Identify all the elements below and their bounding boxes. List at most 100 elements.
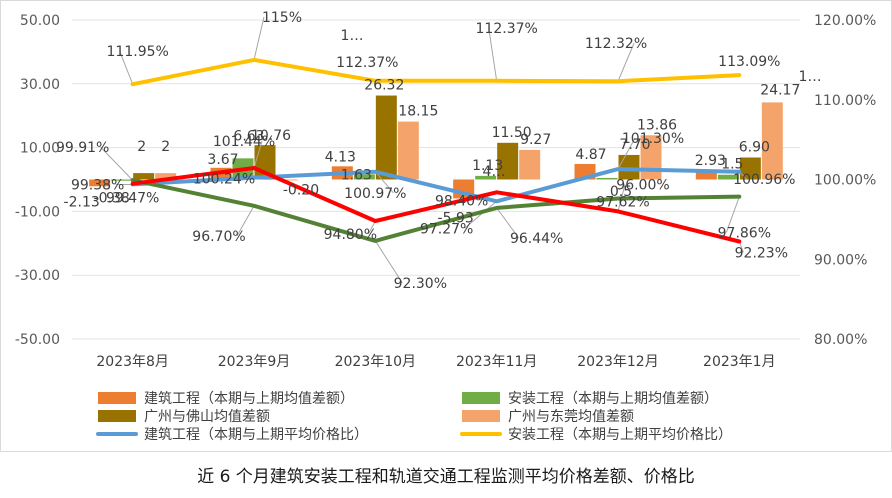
bar-label-s2-1: -0.38 (94, 191, 130, 207)
line-series-2 (130, 57, 742, 87)
legend-label-6: 安装工程（本期与上期平均价格比） (508, 427, 732, 443)
bar-s4-2 (276, 179, 298, 181)
line-label-s1-5: 101.30% (622, 131, 684, 147)
bar-s2-6 (717, 174, 739, 180)
y-left-tick-label: -10.00 (15, 204, 60, 220)
y-right-tick-label: 110.00% (814, 93, 876, 109)
line-label-s3-6: 97.86% (718, 226, 771, 242)
bar-label-s1-2: 3.67 (207, 152, 238, 168)
bar-label-s4-4: 9.27 (520, 132, 551, 148)
y-left-tick-label: -50.00 (15, 332, 60, 348)
leader-line (374, 240, 403, 284)
line-label-s1-3: 100.97% (344, 186, 406, 202)
x-category-label: 2023年9月 (218, 354, 291, 370)
y-right-tick-label: 80.00% (814, 332, 867, 348)
bar-s1-1 (89, 179, 111, 187)
bar-label-s1-1: -2.13 (64, 194, 100, 210)
truncated-label: 4… (483, 164, 506, 180)
bar-label-s2-3: 1.63 (341, 167, 372, 183)
legend-swatch-1 (98, 392, 136, 404)
line-label-s2-2: 115% (262, 10, 302, 26)
bar-label-s4-1: 2 (161, 139, 170, 155)
leader-line (617, 137, 636, 170)
line-label-s2-3: 112.37% (336, 55, 398, 71)
leader-line (236, 205, 255, 237)
bar-label-s3-5: 7.70 (619, 137, 650, 153)
legend-label-3: 广州与佛山均值差额 (144, 409, 270, 425)
bar-s4-3 (397, 121, 419, 180)
y-right-tick-label: 100.00% (814, 173, 876, 189)
bar-label-s4-6: 24.17 (760, 82, 800, 98)
line-label-s2-5: 112.32% (585, 36, 647, 52)
line-series-1 (130, 167, 742, 204)
bar-label-s4-3: 18.15 (398, 104, 438, 120)
bar-s4-6 (761, 102, 783, 180)
bar-label-s1-6: 2.93 (695, 153, 726, 169)
y-left-tick-label: 30.00 (20, 77, 60, 93)
bar-label-s2-4: 1.13 (472, 158, 503, 174)
legend-label-5: 建筑工程（本期与上期平均价格比） (144, 427, 368, 443)
line-label-s2-6: 113.09% (718, 54, 780, 70)
line-label-s3-3: 92.30% (394, 276, 447, 292)
chart-title: 近 6 个月建筑安装工程和轨道交通工程监测平均价格差额、价格比 (197, 467, 695, 487)
line-label-s4-3: 94.80% (324, 227, 377, 243)
legend-swatch-4 (462, 410, 500, 422)
line-label-s4-5: 96.00% (616, 177, 669, 193)
leader-line (617, 43, 635, 82)
truncated-label: 1… (341, 28, 364, 44)
bar-s3-3 (375, 95, 397, 180)
leader-line (488, 27, 498, 81)
leader-line (253, 16, 265, 60)
leader-line (725, 196, 740, 233)
bar-label-s1-5: 4.87 (575, 147, 606, 163)
line-label-s4-2: 101.44% (213, 134, 275, 150)
bar-label-s3-6: 6.90 (739, 139, 770, 155)
line-label-s3-4: 96.44% (510, 231, 563, 247)
x-category-label: 2023年10月 (335, 354, 416, 370)
bar-s2-3 (353, 174, 375, 180)
x-category-label: 2023年12月 (577, 354, 658, 370)
line-label-s4-1: 99.47% (106, 191, 159, 207)
line-label-s2-1: 111.95% (107, 44, 169, 60)
bar-s2-4 (475, 175, 497, 180)
x-category-label: 2023年11月 (456, 354, 537, 370)
y-left-tick-label: -30.00 (15, 268, 60, 284)
leader-line (367, 220, 376, 235)
legend-swatch-2 (462, 392, 500, 404)
bar-label-s4-2: -0.20 (283, 183, 319, 199)
legend-label-1: 建筑工程（本期与上期均值差额） (144, 391, 354, 407)
bar-label-s1-4: -5.93 (438, 210, 474, 226)
bar-s3-4 (497, 142, 519, 180)
bar-s3-5 (618, 154, 640, 180)
line-label-s4-4: 98.40% (435, 193, 488, 209)
line-series-3 (130, 178, 742, 243)
x-category-label: 2023年1月 (703, 354, 776, 370)
bar-s3-6 (739, 157, 761, 180)
leader-line (464, 200, 497, 229)
y-left-tick-label: 50.00 (20, 13, 60, 29)
leader-line (100, 146, 134, 181)
bar-label-s3-1: 2 (137, 139, 146, 155)
bar-s1-6 (695, 170, 717, 180)
bar-label-s4-5: 13.86 (637, 117, 677, 133)
bar-label-s3-3: 26.32 (364, 78, 404, 94)
y-left-tick-label: 10.00 (20, 141, 60, 157)
line-label-s1-6: 100.96% (733, 172, 795, 188)
bar-s3-1 (133, 173, 155, 180)
bar-label-s3-2: 10.76 (251, 128, 291, 144)
line-series-4 (130, 166, 742, 244)
bar-label-s1-3: 4.13 (325, 149, 356, 165)
bar-label-s3-4: 11.50 (492, 125, 532, 141)
bar-s4-4 (519, 149, 541, 180)
bar-label-s2-5: 0.5 (610, 184, 632, 200)
x-category-label: 2023年8月 (96, 354, 169, 370)
bar-label-s2-6: 1.5 (721, 157, 743, 173)
leader-line (253, 140, 263, 169)
y-right-tick-label: 90.00% (814, 252, 867, 268)
line-label-s4-6: 92.23% (735, 245, 788, 261)
bar-s4-1 (155, 173, 177, 180)
legend-swatch-3 (98, 410, 136, 422)
legend-label-4: 广州与东莞均值差额 (508, 409, 634, 425)
bar-label-s2-2: 6.63 (233, 128, 264, 144)
